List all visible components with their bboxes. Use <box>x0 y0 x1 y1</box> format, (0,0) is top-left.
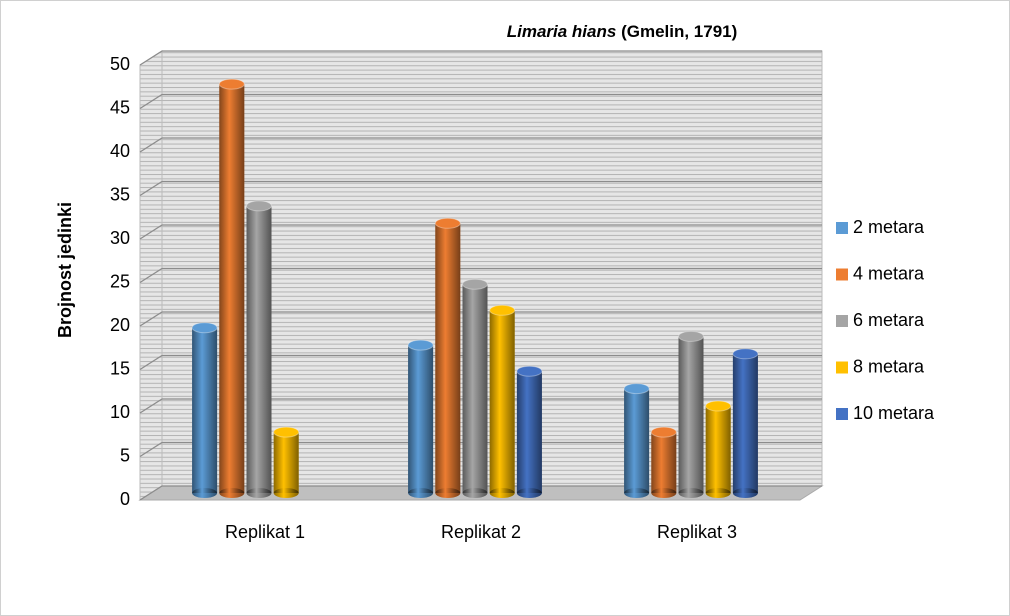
bar-bottom-shade <box>462 488 488 498</box>
grid-line <box>139 354 822 371</box>
legend-label: 8 metara <box>853 356 925 376</box>
grid-line <box>139 398 822 414</box>
bar-shade <box>489 310 515 493</box>
bar-shade <box>219 84 245 493</box>
bar-shade <box>462 284 488 493</box>
legend-swatch <box>836 361 848 374</box>
bar-top <box>623 383 650 395</box>
legend-swatch <box>836 315 848 327</box>
bar-shade <box>273 432 299 493</box>
x-tick-label: Replikat 1 <box>225 522 305 542</box>
legend-label: 10 metara <box>853 403 935 423</box>
bar-shade <box>705 406 731 493</box>
grid-line <box>139 50 822 66</box>
y-tick-label: 35 <box>110 184 130 204</box>
bar-shade <box>192 327 218 493</box>
x-tick-label: Replikat 2 <box>441 522 521 542</box>
bar-bottom-shade <box>678 488 704 498</box>
bar-top <box>246 200 272 212</box>
bar-bottom-shade <box>408 488 434 498</box>
bar-top <box>434 217 461 229</box>
grid-line <box>139 137 822 153</box>
bar-bottom-shade <box>435 488 461 498</box>
bar-bottom-shade <box>705 488 731 498</box>
grid-line <box>139 441 822 458</box>
bar-bottom-shade <box>624 488 650 498</box>
legend-swatch <box>836 222 848 234</box>
legend-label: 2 metara <box>853 217 925 237</box>
bar-bottom-shade <box>489 488 515 498</box>
y-tick-label: 10 <box>110 402 130 422</box>
y-tick-label: 5 <box>120 445 130 465</box>
bar-top <box>678 330 704 342</box>
legend-swatch <box>836 268 848 281</box>
legend-label: 4 metara <box>853 263 925 283</box>
bar-top <box>516 365 543 377</box>
y-tick-label: 25 <box>110 271 130 291</box>
y-axis-title: Brojnost jedinki <box>55 202 75 338</box>
bar-shade <box>624 388 650 493</box>
bar-bottom-shade <box>651 488 677 498</box>
bar-top <box>273 426 300 438</box>
grid-line <box>139 180 822 197</box>
bar-bottom-shade <box>732 488 758 498</box>
bar-top <box>732 348 759 360</box>
y-tick-label: 30 <box>110 228 130 248</box>
y-tick-label: 45 <box>110 97 130 117</box>
grid-line <box>139 485 822 501</box>
bar-top <box>705 400 732 412</box>
bar-shade <box>408 345 434 493</box>
bar-shade <box>678 336 704 493</box>
grid-line <box>139 311 822 327</box>
x-tick-label: Replikat 3 <box>657 522 737 542</box>
bar-bottom-shade <box>273 488 299 498</box>
y-tick-label: 20 <box>110 315 130 335</box>
y-tick-label: 40 <box>110 141 130 161</box>
bar-top <box>650 426 677 438</box>
bar-top <box>462 278 488 290</box>
y-tick-label: 15 <box>110 358 130 378</box>
grid-line <box>139 224 822 240</box>
bar-bottom-shade <box>516 488 542 498</box>
legend-swatch <box>836 408 848 420</box>
chart-title: Limaria hians (Gmelin, 1791) <box>507 22 738 41</box>
y-tick-label: 0 <box>120 489 130 509</box>
bar-shade <box>246 205 272 493</box>
bar-bottom-shade <box>219 488 245 498</box>
grid-line <box>139 267 822 284</box>
bar-top <box>407 339 434 351</box>
bar-bottom-shade <box>246 488 272 498</box>
grid-line <box>139 93 822 110</box>
bar-shade <box>516 371 542 493</box>
title-author: (Gmelin, 1791) <box>621 22 737 41</box>
y-tick-label: 50 <box>110 54 130 74</box>
bar-top <box>489 304 516 316</box>
bar-top <box>218 78 245 90</box>
bar-bottom-shade <box>192 488 218 498</box>
bar-shade <box>651 432 677 493</box>
title-species: Limaria hians <box>507 22 617 41</box>
bar-shade <box>435 223 461 494</box>
bar-shade <box>732 353 758 493</box>
legend-label: 6 metara <box>853 310 925 330</box>
bar-top <box>191 322 218 334</box>
